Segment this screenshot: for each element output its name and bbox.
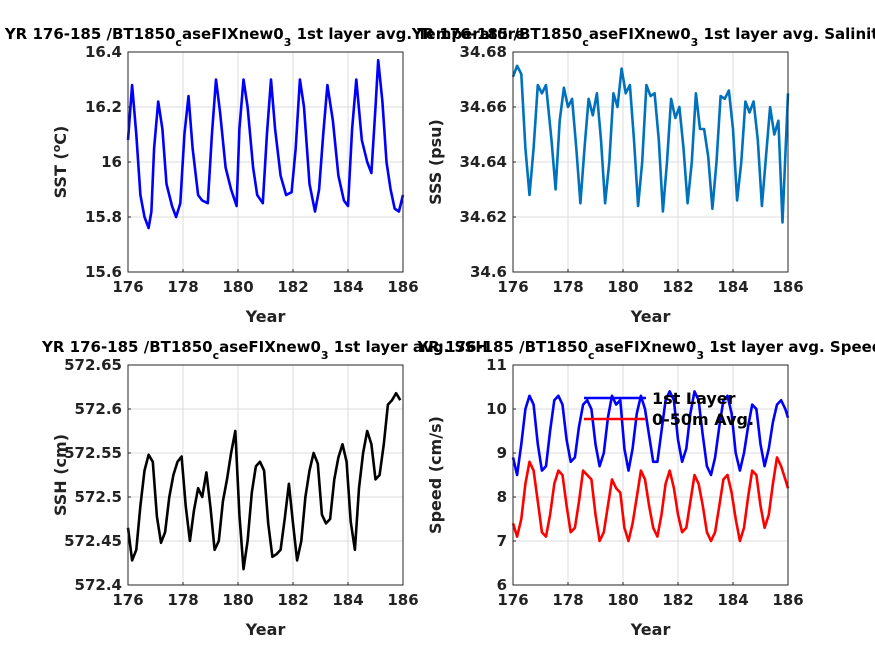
y-tick-label: 572.55 (64, 444, 122, 462)
x-tick-label: 186 (387, 278, 418, 296)
sss-panel: 176 178 180 182 184 186 34.6 34.62 34.64 34.66 34.… (411, 25, 875, 326)
y-tick-label: 8 (497, 488, 507, 506)
panel-title: YR 176-185 /BT1850caseFIXnew03 1st layer… (41, 338, 488, 362)
x-tick-label: 180 (607, 278, 638, 296)
x-axis-label: Year (630, 620, 671, 639)
x-tick-label: 180 (222, 591, 253, 609)
y-tick-label: 572.45 (64, 532, 122, 550)
x-tick-label: 180 (607, 591, 638, 609)
axes-frame (512, 51, 789, 273)
y-tick-label: 11 (486, 356, 507, 374)
x-tick-label: 186 (772, 278, 803, 296)
x-tick-label: 186 (772, 591, 803, 609)
speed-panel: 176 178 180 182 184 186 6 7 8 9 10 11 Year Speed (cm/… (416, 338, 875, 639)
y-axis-label: SSS (psu) (426, 119, 445, 205)
x-tick-label: 180 (222, 278, 253, 296)
x-tick-label: 182 (277, 278, 308, 296)
series-line-main (126, 58, 405, 230)
series-line-0-50m-avg- (511, 456, 790, 543)
panel-title: YR 176-185 /BT1850caseFIXnew03 1st layer… (4, 25, 525, 49)
y-tick-label: 10 (486, 400, 507, 418)
y-tick-label: 34.66 (460, 98, 507, 116)
x-tick-label: 178 (167, 278, 198, 296)
y-tick-label: 34.64 (460, 153, 507, 171)
y-tick-label: 572.65 (64, 356, 122, 374)
x-tick-label: 176 (497, 591, 528, 609)
y-tick-label: 34.62 (460, 208, 507, 226)
y-tick-label: 16 (101, 153, 122, 171)
y-axis-label: SST (oC) (50, 126, 71, 199)
x-tick-label: 178 (552, 278, 583, 296)
x-tick-label: 178 (167, 591, 198, 609)
y-tick-label: 572.4 (75, 576, 122, 594)
x-axis-label: Year (630, 307, 671, 326)
legend-label: 0-50m Avg. (652, 410, 754, 429)
series-line-1st-layer (511, 390, 790, 477)
y-tick-label: 572.6 (75, 400, 122, 418)
y-tick-label: 34.6 (470, 263, 507, 281)
sst-panel: 176 178 180 182 184 186 15.6 15.8 16 16.2 16.4 Year… (4, 25, 525, 326)
x-tick-label: 184 (717, 278, 748, 296)
y-axis-label: Speed (cm/s) (426, 416, 445, 534)
legend-label: 1st Layer (652, 389, 736, 408)
x-axis-label: Year (245, 307, 286, 326)
series-line-main (511, 64, 790, 224)
legend: 1st Layer 0-50m Avg. (584, 389, 754, 429)
series-line-main (126, 391, 402, 571)
x-tick-label: 176 (112, 591, 143, 609)
y-tick-label: 16.4 (85, 43, 122, 61)
panel-title: YR 176-185 /BT1850caseFIXnew03 1st layer… (416, 338, 875, 362)
x-tick-label: 182 (277, 591, 308, 609)
y-tick-label: 572.5 (75, 488, 122, 506)
y-tick-label: 15.8 (85, 208, 122, 226)
y-tick-label: 34.68 (460, 43, 507, 61)
x-tick-label: 182 (662, 278, 693, 296)
axes-frame (127, 364, 404, 586)
y-tick-label: 15.6 (85, 263, 122, 281)
x-tick-label: 184 (717, 591, 748, 609)
x-tick-label: 186 (387, 591, 418, 609)
y-tick-label: 9 (497, 444, 507, 462)
x-tick-label: 182 (662, 591, 693, 609)
plot-area (513, 365, 788, 585)
x-tick-label: 184 (332, 278, 363, 296)
axes-frame (127, 51, 404, 273)
y-tick-label: 6 (497, 576, 507, 594)
ssh-panel: 176 178 180 182 184 186 572.4 572.45 572.5 572.55… (41, 338, 488, 639)
x-tick-label: 176 (497, 278, 528, 296)
axes-frame (512, 364, 789, 586)
x-tick-label: 176 (112, 278, 143, 296)
x-tick-label: 178 (552, 591, 583, 609)
y-tick-label: 16.2 (85, 98, 122, 116)
x-tick-label: 184 (332, 591, 363, 609)
x-axis-label: Year (245, 620, 286, 639)
panel-title: YR 176-185 /BT1850caseFIXnew03 1st layer… (411, 25, 875, 49)
y-axis-label: SSH (cm) (51, 434, 70, 516)
y-tick-label: 7 (497, 532, 507, 550)
